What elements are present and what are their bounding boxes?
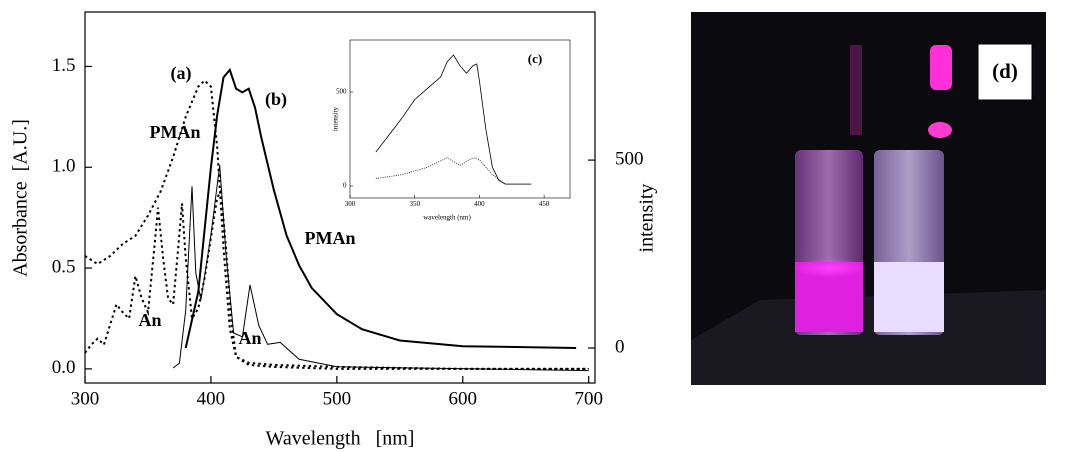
x-tick-label: 700 — [574, 388, 603, 409]
panel-label: (d) — [992, 59, 1018, 83]
y2-axis-title: intensity — [636, 184, 658, 253]
series-line — [84, 188, 589, 370]
vial-right-liquid — [874, 262, 944, 332]
y-tick-label: 0.5 — [52, 256, 76, 277]
x-axis-title: wavelength (nm) — [423, 214, 471, 222]
plot-frame — [349, 39, 571, 199]
annotation: PMAn — [150, 122, 201, 142]
x-tick-label: 600 — [449, 388, 478, 409]
x-tick-label: 500 — [323, 388, 352, 409]
y-tick-label: 0 — [343, 182, 347, 190]
series-line — [184, 67, 577, 349]
y-axis-title: intensity — [332, 106, 340, 131]
y-tick-label: 500 — [336, 88, 347, 96]
label-box — [977, 43, 1033, 101]
glow — [794, 258, 866, 278]
x-tick-label: 350 — [409, 200, 420, 208]
cap — [850, 45, 862, 135]
series-line — [172, 164, 589, 372]
plot-frame — [84, 11, 596, 384]
series-line — [375, 157, 532, 185]
bench — [691, 290, 1046, 385]
y-tick-label: 1.0 — [52, 156, 76, 177]
cap-glow — [930, 45, 952, 90]
cap-glow — [928, 122, 952, 138]
annotation: An — [238, 328, 261, 348]
y2-tick-label: 0 — [615, 336, 625, 357]
inset-background — [350, 40, 570, 198]
annotation: (b) — [265, 89, 287, 110]
y-axis-title: Absorbance [A.U.] — [10, 119, 32, 277]
plot: 300 400 500 600 700 0.0 0.5 1.0 1.5 0 500 Wavelengt… — [10, 11, 658, 450]
annotation: (a) — [171, 63, 192, 84]
x-tick-label: 450 — [539, 200, 550, 208]
y-tick-label: 1.5 — [52, 55, 76, 76]
x-tick-label: 400 — [474, 200, 485, 208]
y-tick-label: 0.0 — [52, 357, 76, 378]
annotation: An — [138, 310, 161, 330]
annotation: PMAn — [305, 228, 356, 248]
series-line — [375, 54, 532, 185]
annotation: (c) — [528, 51, 542, 66]
photo: (d) — [691, 12, 1046, 385]
plot: 300 350 400 450 0 500 wavelength (nm) intensity… — [332, 39, 571, 222]
x-axis-title: Wavelength [nm] — [266, 428, 415, 450]
series-line — [84, 79, 589, 370]
x-tick-label: 400 — [197, 388, 226, 409]
y2-tick-label: 500 — [615, 148, 644, 169]
x-tick-label: 300 — [345, 200, 356, 208]
x-tick-label: 300 — [71, 388, 100, 409]
